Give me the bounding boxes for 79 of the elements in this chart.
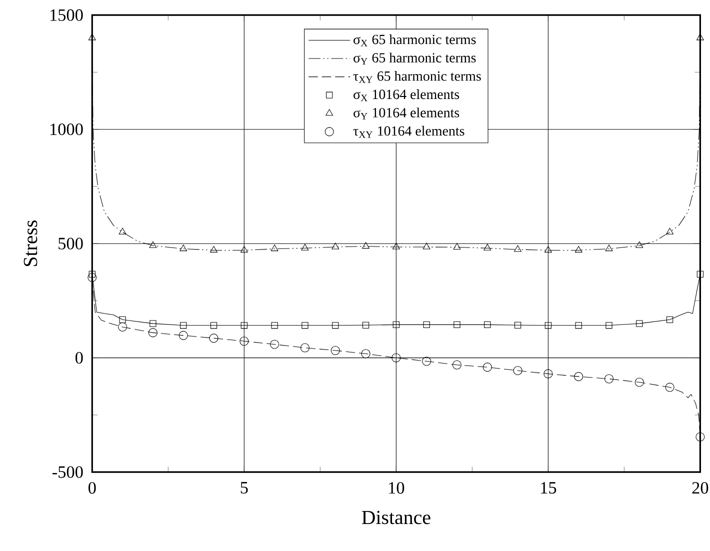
point — [240, 336, 249, 346]
point — [666, 228, 674, 234]
legend-label: σ$_{X}$ 65 harmonic terms — [354, 34, 476, 46]
point — [696, 270, 704, 278]
y-axis-title: Stress — [24, 220, 38, 266]
point — [362, 242, 370, 249]
point — [544, 246, 552, 252]
point — [270, 340, 280, 349]
point — [178, 330, 188, 340]
x-tick-label: 5 — [240, 482, 248, 494]
point — [332, 242, 340, 250]
point — [362, 322, 370, 328]
point — [574, 372, 584, 382]
x-tick-label: 20 — [692, 482, 708, 494]
point — [118, 228, 126, 234]
legend-label: σ$_{Y}$ 65 harmonic terms — [354, 52, 476, 65]
legend-label: τ$_{XY}$ 65 harmonic terms — [353, 70, 481, 83]
point — [452, 360, 462, 370]
y-tick-label: -500 — [52, 466, 83, 478]
point — [514, 322, 522, 328]
point — [666, 316, 674, 323]
point — [696, 432, 705, 442]
y-tick-label: 1500 — [50, 9, 83, 21]
point — [544, 322, 552, 329]
point — [301, 244, 309, 250]
point — [240, 246, 248, 252]
point — [605, 244, 613, 252]
legend-label: σ$_{Y}$ 10164 elements — [354, 108, 460, 120]
x-tick-label: 10 — [389, 482, 404, 494]
point — [423, 321, 430, 328]
point — [119, 316, 126, 323]
point — [149, 241, 157, 248]
point — [210, 322, 218, 329]
point — [180, 322, 187, 329]
point — [118, 322, 128, 332]
point — [575, 322, 582, 329]
legend-label: τ$_{XY}$ 10164 elements — [353, 126, 464, 138]
point — [453, 242, 461, 250]
point — [392, 242, 400, 250]
point — [634, 378, 644, 387]
point — [88, 272, 97, 282]
point — [454, 321, 460, 328]
point — [482, 362, 492, 372]
point — [606, 322, 612, 329]
y-tick-label: 500 — [58, 238, 83, 250]
point — [392, 353, 401, 362]
point — [574, 246, 582, 252]
point — [636, 241, 644, 248]
y-tick-label: 0 — [76, 352, 83, 364]
point — [514, 245, 522, 252]
point — [240, 322, 248, 329]
point — [422, 242, 430, 250]
x-axis-title: Distance — [362, 510, 430, 524]
point — [544, 369, 553, 378]
point — [332, 322, 339, 329]
point — [270, 244, 278, 252]
x-tick-label: 0 — [88, 482, 96, 494]
point — [361, 349, 370, 358]
point — [210, 246, 218, 252]
legend-label: σ$_{X}$ 10164 elements — [354, 89, 460, 102]
point — [422, 356, 432, 366]
point — [302, 322, 308, 329]
point — [484, 244, 492, 250]
y-tick-label: 1000 — [50, 124, 83, 136]
point — [330, 346, 340, 356]
point — [665, 382, 674, 392]
point — [300, 343, 310, 352]
point — [180, 244, 188, 252]
point — [271, 322, 278, 329]
point — [604, 374, 614, 384]
point — [209, 334, 218, 343]
point — [513, 366, 522, 376]
point — [392, 321, 400, 328]
point — [88, 270, 96, 278]
point — [150, 320, 156, 327]
point — [148, 328, 158, 338]
x-tick-label: 15 — [541, 482, 556, 494]
point — [636, 320, 643, 327]
point — [484, 321, 491, 328]
